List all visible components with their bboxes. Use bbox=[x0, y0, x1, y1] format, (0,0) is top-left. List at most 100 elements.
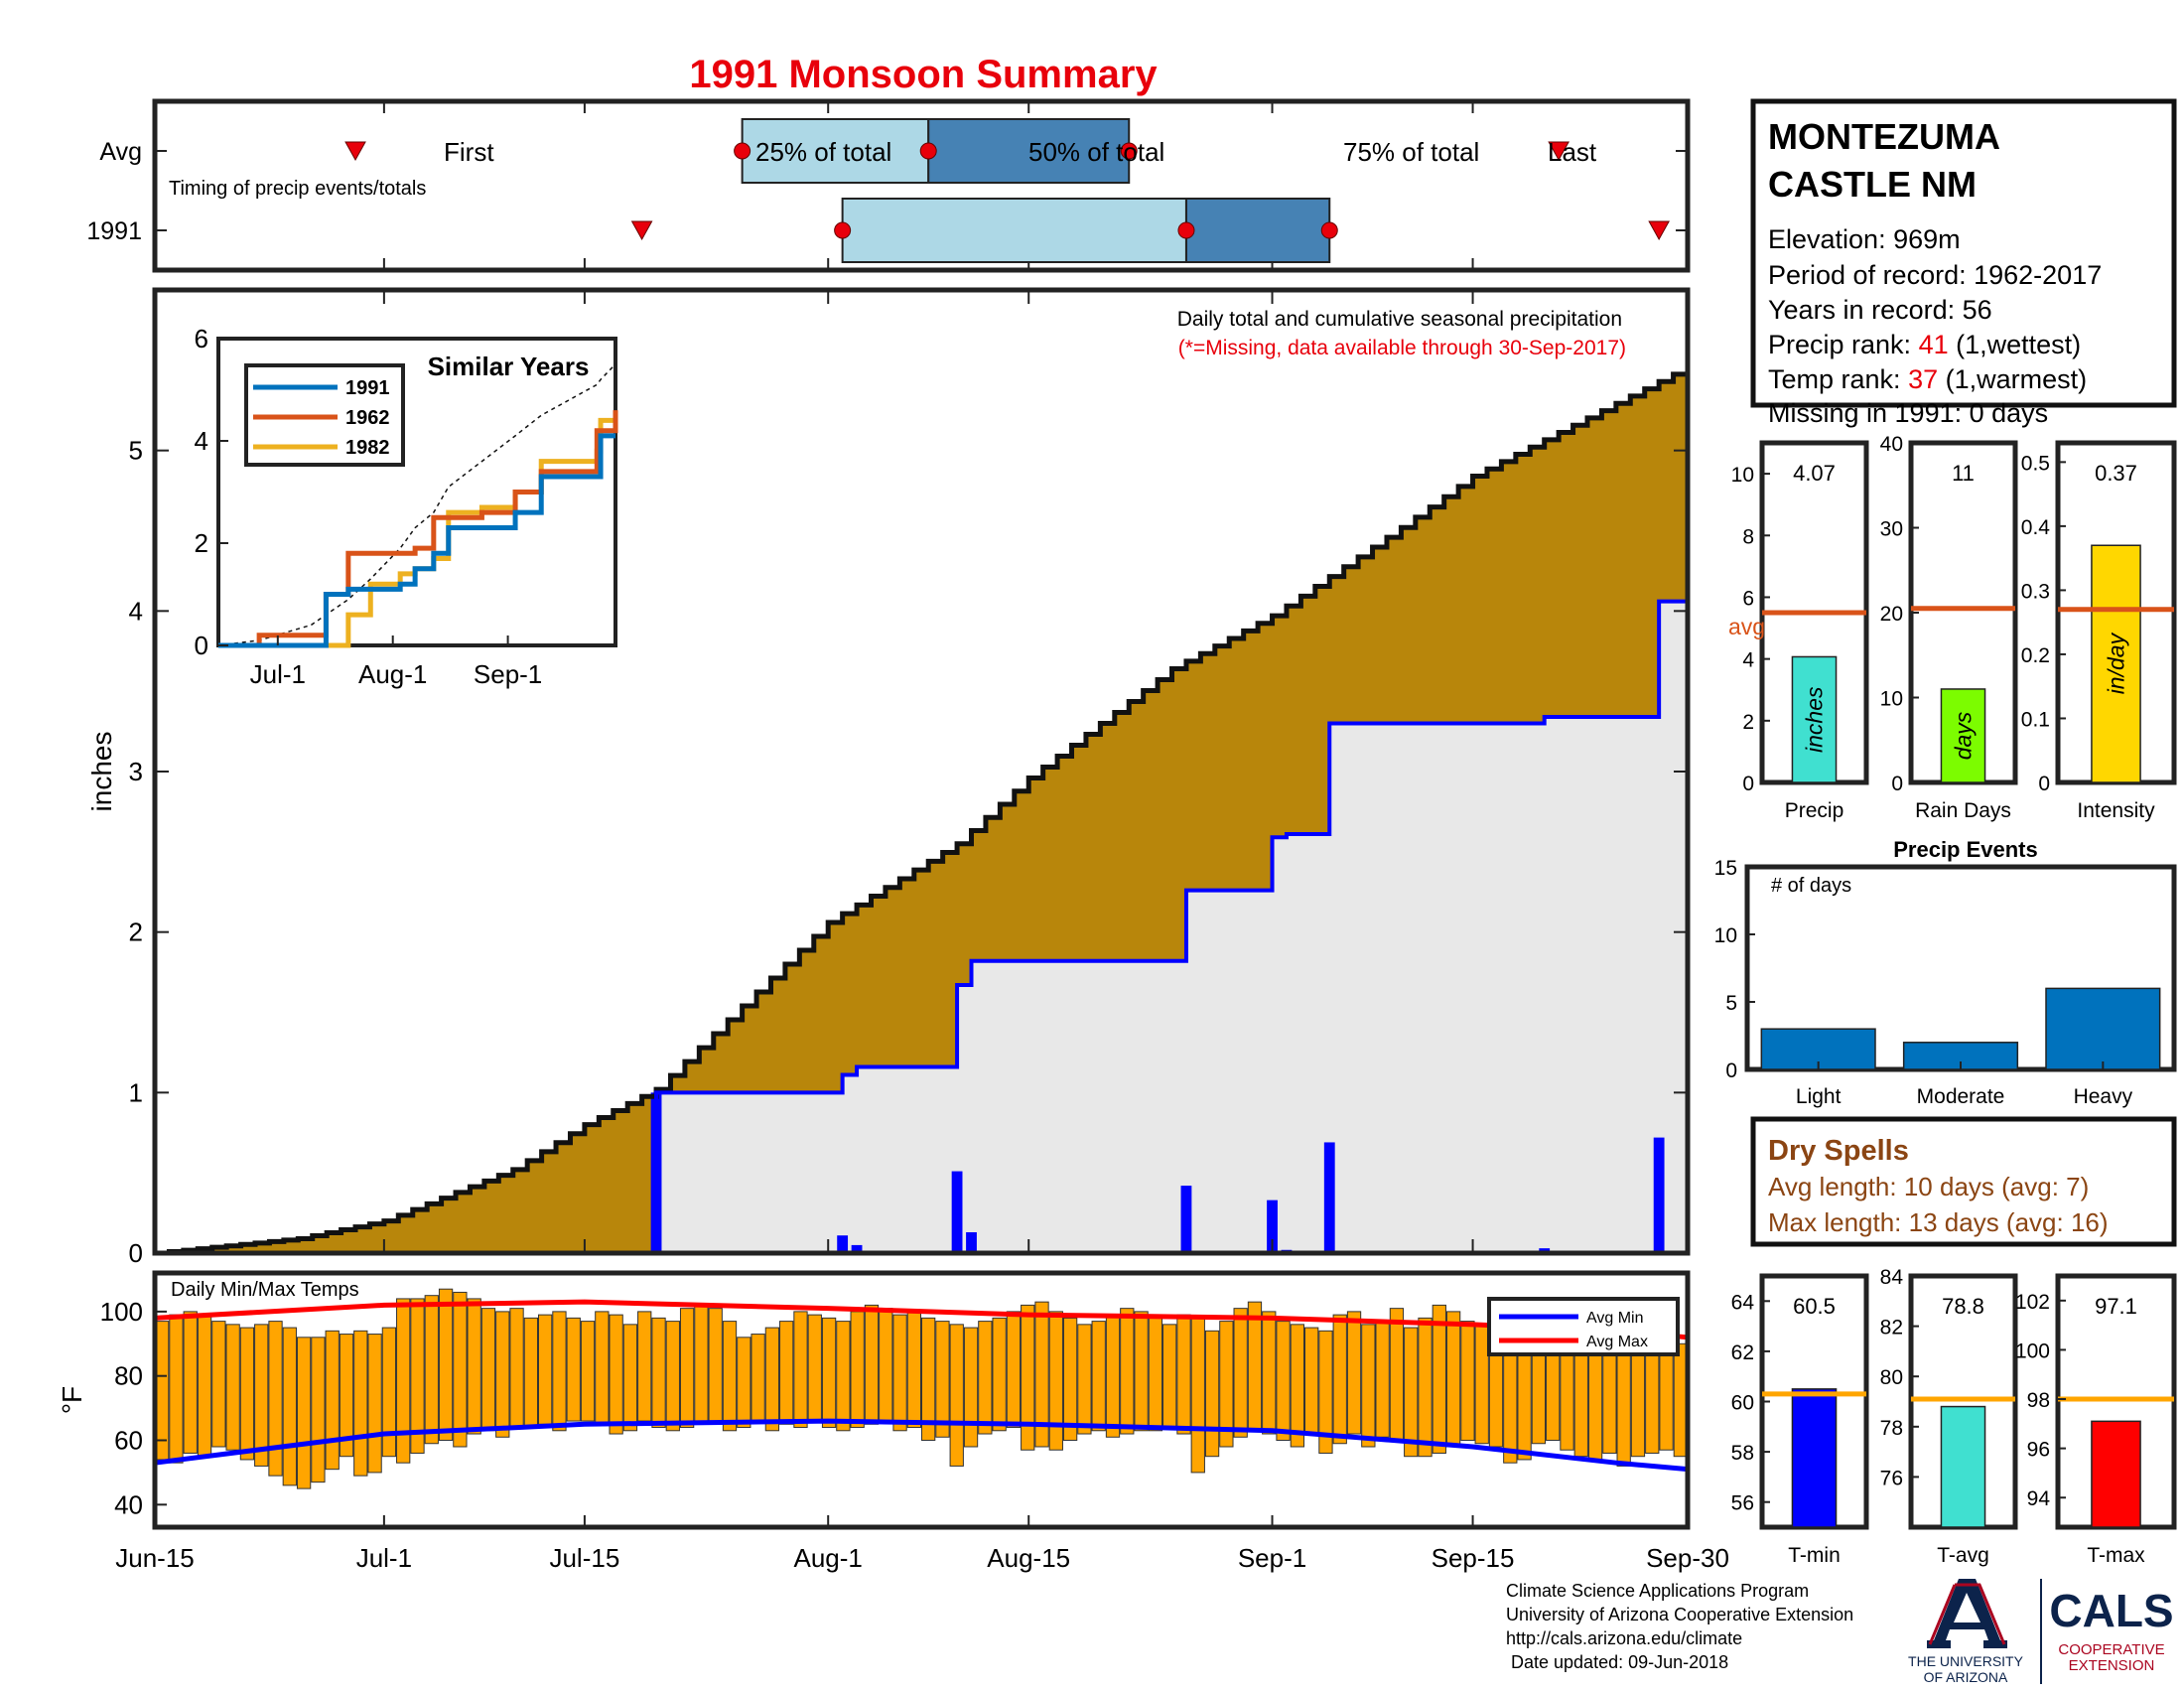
daily-precip-bar bbox=[1267, 1199, 1278, 1253]
daily-temp-bar bbox=[467, 1298, 481, 1435]
daily-temp-bar bbox=[254, 1324, 269, 1467]
daily-temp-bar bbox=[268, 1321, 283, 1477]
daily-temp-bar bbox=[1375, 1321, 1390, 1438]
tavg-bar bbox=[1940, 1405, 1986, 1528]
dry-spells-title: Dry Spells bbox=[1768, 1135, 1909, 1167]
precip-tick-label: 8 bbox=[1742, 525, 1754, 548]
timing-percentile-marker bbox=[1120, 142, 1138, 160]
daily-temp-bar bbox=[353, 1330, 368, 1477]
daily-precip-bar bbox=[1653, 1137, 1665, 1253]
timing-label-avg: Avg bbox=[99, 138, 142, 166]
daily-temp-bar bbox=[836, 1321, 851, 1432]
tmax-label: T-max bbox=[2087, 1544, 2145, 1567]
timing-event-marker bbox=[344, 141, 366, 162]
events-title: Precip Events bbox=[1893, 837, 2038, 862]
daily-temp-bar bbox=[396, 1298, 411, 1464]
footer-credits: Climate Science Applications Program Uni… bbox=[1506, 1581, 1853, 1672]
rain-days-unit: days bbox=[1951, 711, 1977, 760]
date-tick-label: Jul-1 bbox=[356, 1543, 412, 1573]
temp-y-axis: 40 60 80 100 bbox=[100, 1297, 167, 1519]
tmin-tick-label: 58 bbox=[1731, 1442, 1754, 1465]
daily-temp-bar bbox=[1262, 1311, 1277, 1435]
legend-avg-max: Avg Max bbox=[1586, 1334, 1648, 1350]
date-tick-label: Aug-1 bbox=[794, 1543, 863, 1573]
daily-temp-bar bbox=[1034, 1301, 1049, 1448]
station-name-1: MONTEZUMA bbox=[1768, 116, 2000, 157]
daily-temp-bar bbox=[580, 1321, 596, 1422]
inset-x-tick-label: Sep-1 bbox=[474, 659, 542, 689]
daily-temp-bar bbox=[1134, 1311, 1149, 1432]
precip-note-2: (*=Missing, data available through 30-Se… bbox=[1178, 337, 1626, 359]
tavg-tick-label: 78 bbox=[1880, 1417, 1903, 1440]
precip-tick-label: 0 bbox=[1742, 773, 1754, 795]
daily-temp-bar bbox=[764, 1327, 780, 1432]
daily-temp-bar bbox=[381, 1327, 397, 1458]
daily-precip-bar bbox=[951, 1171, 963, 1253]
inset-avg-dashed-line bbox=[217, 363, 616, 646]
daily-temp-bar bbox=[424, 1295, 439, 1445]
timing-panel: Avg 1991 Timing of precip events/totals … bbox=[86, 98, 1691, 273]
events-x-label: Light bbox=[1796, 1085, 1842, 1108]
event-bar-heavy bbox=[2045, 987, 2161, 1070]
tmin-tick-label: 64 bbox=[1731, 1291, 1755, 1314]
daily-temp-bar bbox=[1048, 1311, 1063, 1451]
precip-y-tick-label: 2 bbox=[129, 917, 143, 947]
precip-note-1: Daily total and cumulative seasonal prec… bbox=[1177, 308, 1622, 331]
daily-temp-bar bbox=[438, 1288, 454, 1442]
timing-p25-label: 25% of total bbox=[755, 137, 891, 167]
daily-temp-bar bbox=[367, 1334, 382, 1474]
daily-temp-bar bbox=[879, 1308, 893, 1422]
daily-temp-bar bbox=[722, 1321, 738, 1432]
date-tick-label: Jul-15 bbox=[549, 1543, 619, 1573]
timing-box-50-75 bbox=[1184, 198, 1331, 263]
daily-temp-bar bbox=[523, 1317, 538, 1429]
daily-temp-bar bbox=[1062, 1317, 1078, 1442]
daily-temp-bar bbox=[595, 1311, 610, 1425]
precip-tick-label: 4 bbox=[1742, 649, 1754, 672]
events-bars: Light Moderate Heavy 0 5 10 15 bbox=[1714, 857, 2161, 1108]
daily-temp-bar bbox=[495, 1311, 510, 1438]
inset-legend: 1991 1962 1982 bbox=[244, 363, 405, 467]
temp-y-label: °F bbox=[57, 1386, 87, 1414]
events-y-tick-label: 5 bbox=[1725, 992, 1737, 1015]
daily-temp-bar bbox=[566, 1317, 581, 1422]
timing-percentile-marker bbox=[734, 142, 751, 160]
rain-days-bar bbox=[1940, 688, 1986, 783]
avg-cumulative-line bbox=[155, 366, 1691, 1256]
daily-temp-bar bbox=[183, 1311, 198, 1454]
daily-temp-bar bbox=[1290, 1324, 1305, 1448]
avg-min-line bbox=[154, 1418, 1689, 1473]
timing-box-50-75 bbox=[927, 118, 1131, 184]
daily-temp-bar bbox=[651, 1317, 666, 1429]
daily-temp-bar bbox=[325, 1330, 340, 1471]
daily-temp-bar bbox=[793, 1311, 808, 1429]
date-axis: Jun-15 Jul-1 Jul-15 Aug-1 Aug-15 Sep-1 Sep-15 S… bbox=[115, 1515, 1729, 1573]
rain-days-label: Rain Days bbox=[1915, 799, 2011, 822]
tmin-bar bbox=[1791, 1388, 1838, 1528]
legend-1962: 1962 bbox=[345, 407, 390, 429]
temp-stat-panels: 56 58 60 62 64 60.5 T-min 76 78 80 82 84 78.8 T-avg 94… bbox=[1731, 1266, 2177, 1567]
daily-precip-bar bbox=[1323, 1142, 1335, 1253]
daily-temp-bar bbox=[751, 1334, 765, 1422]
daily-temp-bar bbox=[1077, 1324, 1092, 1435]
daily-temp-bar bbox=[1021, 1304, 1035, 1451]
daily-temp-bar bbox=[1659, 1340, 1674, 1451]
daily-temp-bar bbox=[978, 1321, 993, 1435]
daily-temp-bar bbox=[906, 1311, 921, 1429]
daily-temp-bar bbox=[622, 1324, 638, 1432]
daily-temp-bar bbox=[1418, 1317, 1433, 1458]
tavg-tick-label: 84 bbox=[1880, 1266, 1904, 1289]
ua-logo-line-1: THE UNIVERSITY bbox=[1908, 1653, 2024, 1669]
legend-1991: 1991 bbox=[345, 377, 390, 399]
rain-days-tick-label: 10 bbox=[1880, 688, 1903, 711]
events-x-label: Moderate bbox=[1917, 1085, 2005, 1108]
inset-y-tick-label: 4 bbox=[195, 426, 208, 456]
timing-percentile-marker bbox=[1320, 221, 1338, 239]
dry-spells-max: Max length: 13 days (avg: 16) bbox=[1768, 1207, 2109, 1237]
inset-y-tick-label: 2 bbox=[195, 528, 208, 558]
daily-temp-bar bbox=[864, 1304, 880, 1425]
intensity-tick-label: 0 bbox=[2038, 773, 2050, 795]
daily-temp-bar bbox=[169, 1314, 184, 1464]
tmin-panel: 56 58 60 62 64 60.5 T-min bbox=[1731, 1273, 1869, 1567]
